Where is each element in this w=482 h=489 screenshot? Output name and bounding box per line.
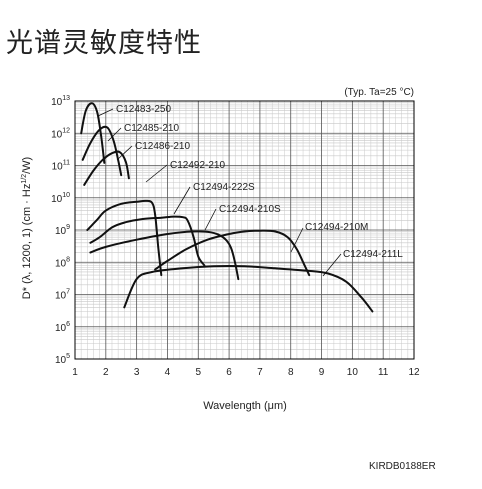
y-tick-label: 105: [55, 353, 70, 366]
y-axis-title-tail: /W): [21, 157, 33, 174]
x-tick-label: 4: [165, 367, 171, 378]
y-tick-base: 10: [55, 291, 67, 302]
series-line: [89, 230, 240, 281]
y-tick-label: 1012: [51, 127, 70, 140]
series-line: [81, 125, 123, 177]
series-label: C12494-211L: [343, 249, 403, 260]
y-tick-exponent: 7: [66, 289, 70, 296]
y-tick-label: 1011: [52, 160, 70, 173]
y-tick-exponent: 11: [63, 160, 70, 167]
y-tick-exponent: 5: [66, 353, 70, 360]
x-axis-title: Wavelength (μm): [203, 400, 287, 412]
leader-line: [107, 127, 122, 142]
y-tick-base: 10: [51, 97, 63, 108]
leader-line: [290, 227, 304, 253]
x-tick-label: 9: [319, 367, 325, 378]
x-tick-label: 10: [347, 367, 359, 378]
y-tick-base: 10: [55, 355, 67, 366]
y-axis-title: D* (λ, 1200, 1) (cm · Hz1/2/W): [21, 157, 33, 299]
x-tick-label: 11: [378, 367, 389, 378]
y-tick-base: 10: [51, 129, 63, 140]
y-tick-label: 107: [55, 289, 70, 302]
page-title: 光谱灵敏度特性: [6, 28, 202, 59]
series-curves: [80, 102, 374, 313]
leader-lines: [97, 108, 342, 277]
leader-line: [116, 145, 133, 161]
x-tick-label: 8: [288, 367, 294, 378]
series-label: C12494-222S: [193, 182, 255, 193]
y-tick-base: 10: [52, 162, 64, 173]
y-tick-label: 106: [55, 321, 70, 334]
series-label: C12485-210: [124, 123, 179, 134]
leader-line: [145, 164, 168, 183]
series-line: [123, 265, 374, 313]
y-tick-label: 109: [55, 224, 70, 237]
leader-line: [97, 108, 114, 117]
y-axis-title-sup: 1/2: [21, 174, 28, 184]
condition-note: (Typ. Ta=25 °C): [344, 87, 414, 98]
series-line: [89, 215, 206, 267]
y-tick-base: 10: [55, 258, 67, 269]
x-tick-labels: 1 2 3 4 5 6 7 8 9 10 11 12: [72, 367, 420, 378]
x-tick-label: 2: [103, 367, 109, 378]
series-label: C12492-210: [170, 160, 225, 171]
series-labels: C12483-250 C12485-210 C12486-210 C12492-210…: [116, 104, 403, 260]
y-tick-exponent: 9: [66, 224, 70, 231]
x-tick-label: 12: [408, 367, 420, 378]
x-tick-label: 6: [226, 367, 232, 378]
y-tick-exponent: 13: [62, 95, 70, 102]
y-tick-exponent: 10: [62, 192, 70, 199]
plot-frame: [74, 100, 415, 360]
series-line: [80, 102, 106, 164]
x-tick-label: 1: [72, 367, 78, 378]
series-line: [83, 150, 130, 186]
series-label: C12486-210: [135, 141, 190, 152]
y-tick-base: 10: [55, 226, 67, 237]
y-tick-exponent: 6: [66, 321, 70, 328]
leader-line: [322, 253, 342, 277]
y-tick-label: 1013: [51, 95, 70, 108]
series-label: C12494-210M: [305, 222, 368, 233]
series-line: [154, 229, 311, 277]
leader-line: [204, 208, 217, 231]
y-tick-label: 108: [55, 256, 70, 269]
series-line: [86, 199, 163, 277]
figure-code: KIRDB0188ER: [369, 461, 436, 472]
x-tick-label: 7: [257, 367, 263, 378]
leader-line: [173, 186, 191, 215]
y-tick-exponent: 8: [66, 256, 70, 263]
y-tick-label: 1010: [51, 192, 70, 205]
series-label: C12494-210S: [219, 204, 281, 215]
y-tick-base: 10: [55, 323, 67, 334]
series-label: C12483-250: [116, 104, 171, 115]
x-tick-label: 5: [195, 367, 201, 378]
y-axis-title-main: D* (λ, 1200, 1) (cm · Hz: [21, 184, 33, 300]
y-tick-exponent: 12: [62, 127, 70, 134]
x-tick-label: 3: [134, 367, 140, 378]
y-tick-base: 10: [51, 194, 63, 205]
